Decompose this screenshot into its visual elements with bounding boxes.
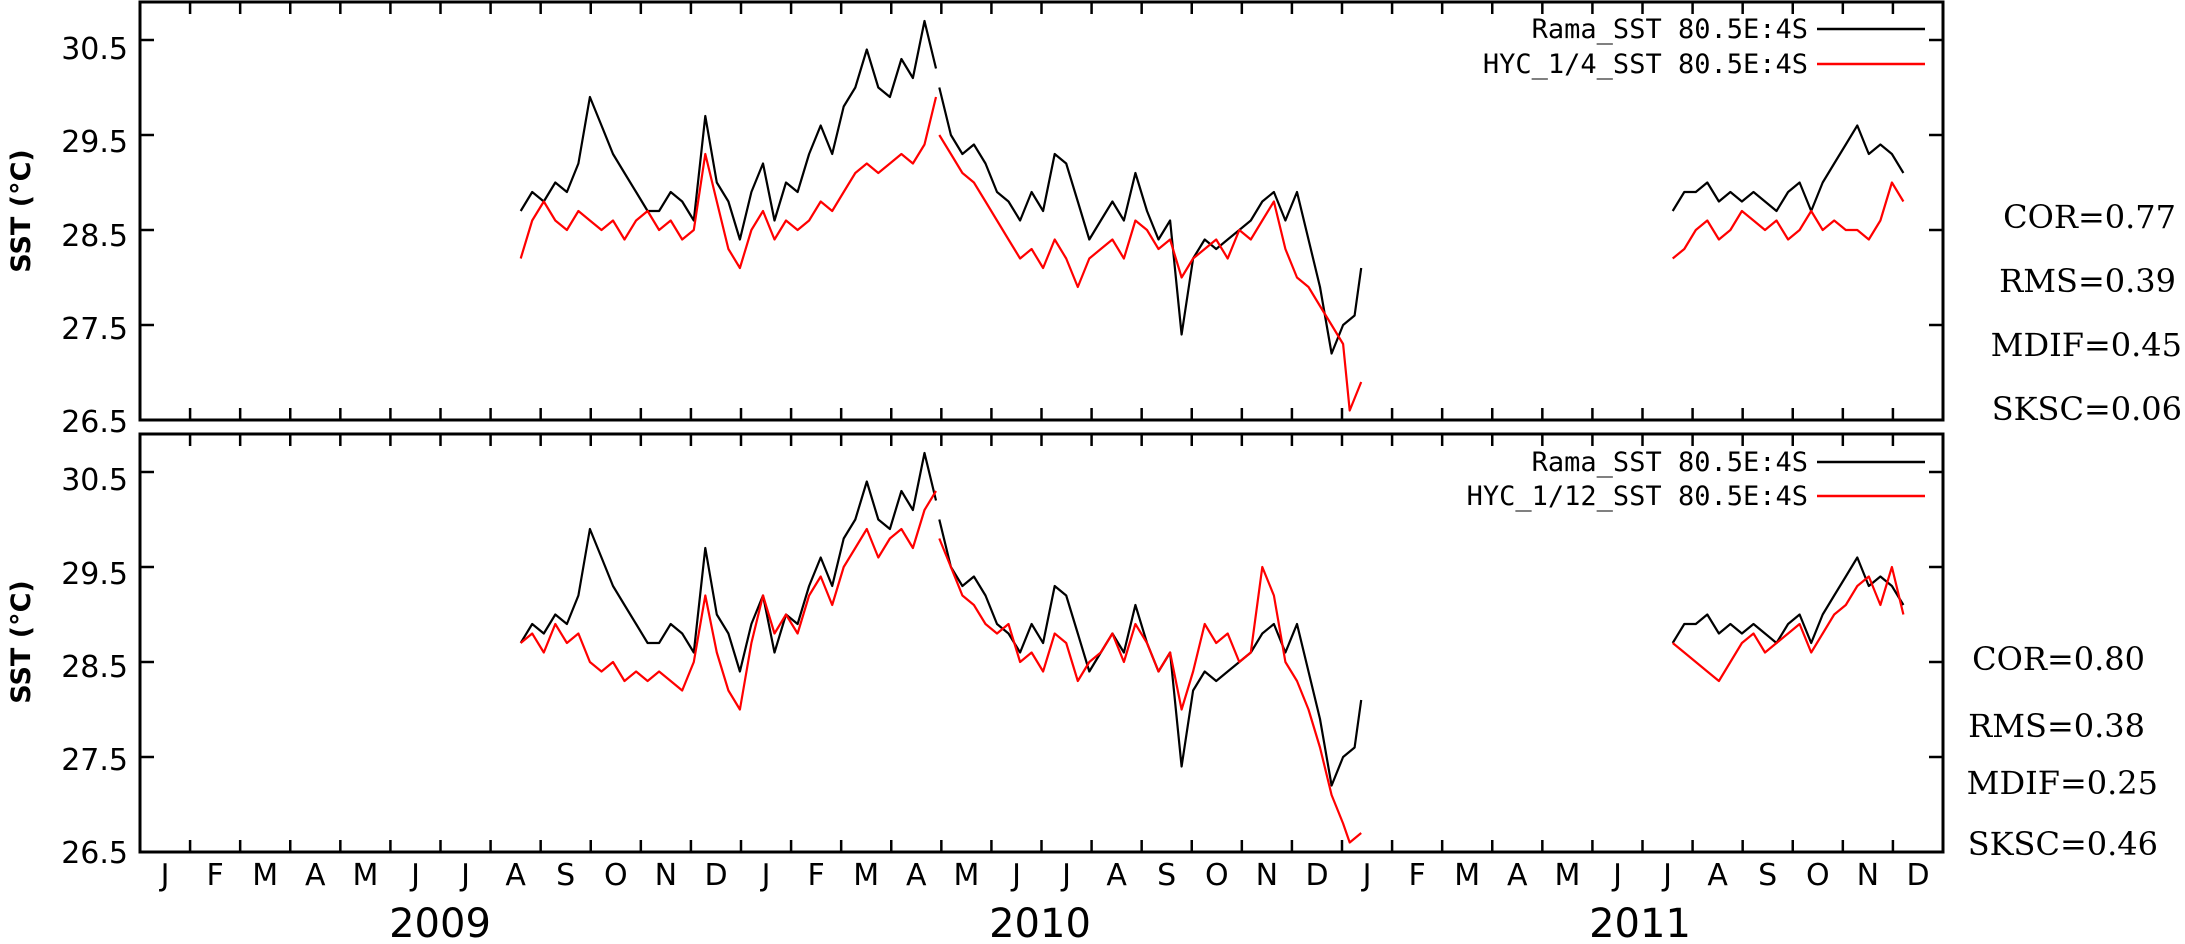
y-tick-label: 26.5: [61, 836, 128, 871]
month-tick-label: D: [704, 858, 727, 893]
year-label-2009: 2009: [389, 901, 491, 944]
panel-bottom: 30.5 29.5 28.5 27.5 26.5 SST (°C) Rama_S…: [6, 432, 2158, 871]
month-tick-label: A: [1707, 858, 1728, 893]
y-axis-label: SST (°C): [6, 580, 37, 704]
legend-label-rama: Rama_SST 80.5E:4S: [1532, 14, 1808, 45]
stat-rms: RMS=0.38: [1968, 707, 2145, 745]
month-tick-label: D: [1906, 858, 1929, 893]
month-tick-label: D: [1305, 858, 1328, 893]
stats-top: COR=0.77 RMS=0.39 MDIF=0.45 SKSC=0.06: [1991, 198, 2182, 428]
y-tick-label: 27.5: [61, 743, 128, 778]
month-tick-label: J: [760, 858, 771, 893]
month-tick-label: S: [1157, 858, 1176, 893]
month-tick-label: A: [906, 858, 927, 893]
legend-bottom: Rama_SST 80.5E:4S HYC_1/12_SST 80.5E:4S: [1467, 447, 1925, 512]
y-tick-label: 28.5: [61, 650, 128, 685]
stat-mdif: MDIF=0.45: [1991, 326, 2182, 364]
y-tick-label: 26.5: [61, 405, 128, 440]
month-tick-label: M: [252, 858, 278, 893]
month-tick-label: O: [604, 858, 628, 893]
month-tick-label: A: [505, 858, 526, 893]
y-tick-label: 28.5: [61, 219, 128, 254]
series-line-rama: [519, 19, 1905, 355]
y-tick-label: 27.5: [61, 312, 128, 347]
stat-sksc: SKSC=0.06: [1992, 390, 2182, 428]
month-tick-label: F: [807, 858, 824, 893]
month-tick-label: J: [459, 858, 470, 893]
month-tick-label: O: [1205, 858, 1229, 893]
month-tick-label: J: [1661, 858, 1672, 893]
stat-mdif: MDIF=0.25: [1967, 764, 2158, 802]
series-line-hycom-twelfth: [519, 490, 1905, 844]
month-tick-label: A: [1507, 858, 1528, 893]
month-tick-label: J: [1611, 858, 1622, 893]
month-tick-label: N: [1256, 858, 1278, 893]
axis-ticks-top: [138, 2, 1945, 422]
legend-label-rama: Rama_SST 80.5E:4S: [1532, 447, 1808, 478]
month-tick-label: J: [159, 858, 170, 893]
month-tick-label: O: [1806, 858, 1830, 893]
month-tick-label: J: [409, 858, 420, 893]
stat-cor: COR=0.80: [1972, 640, 2145, 678]
legend-label-hycom: HYC_1/4_SST 80.5E:4S: [1483, 49, 1808, 80]
month-tick-label: A: [305, 858, 326, 893]
month-tick-label: J: [1010, 858, 1021, 893]
month-tick-label: S: [1758, 858, 1777, 893]
stat-rms: RMS=0.39: [1999, 262, 2176, 300]
y-tick-label: 30.5: [61, 463, 128, 498]
y-tick-label: 30.5: [61, 32, 128, 67]
month-tick-label: N: [655, 858, 677, 893]
stats-bottom: COR=0.80 RMS=0.38 MDIF=0.25 SKSC=0.46: [1967, 640, 2158, 863]
month-tick-label: M: [1554, 858, 1580, 893]
month-tick-label: J: [1361, 858, 1372, 893]
month-tick-label: F: [1408, 858, 1425, 893]
y-tick-label: 29.5: [61, 125, 128, 160]
legend-top: Rama_SST 80.5E:4S HYC_1/4_SST 80.5E:4S: [1483, 14, 1925, 80]
series-line-hycom-quarter: [519, 96, 1905, 412]
month-tick-label: S: [556, 858, 575, 893]
year-label-2010: 2010: [989, 901, 1091, 944]
month-tick-label: F: [206, 858, 223, 893]
panel-top: 30.5 29.5 28.5 27.5 26.5 SST (°C) Rama_S…: [6, 0, 2182, 440]
year-label-2011: 2011: [1589, 901, 1691, 944]
month-tick-label: M: [1454, 858, 1480, 893]
month-tick-label: M: [352, 858, 378, 893]
month-tick-label: A: [1106, 858, 1127, 893]
month-tick-label: M: [953, 858, 979, 893]
axis-ticks-bottom: [138, 434, 1945, 854]
month-tick-label: N: [1857, 858, 1879, 893]
y-axis-label: SST (°C): [6, 149, 37, 273]
stat-cor: COR=0.77: [2003, 198, 2176, 236]
y-tick-label: 29.5: [61, 557, 128, 592]
month-tick-label: J: [1060, 858, 1071, 893]
stat-sksc: SKSC=0.46: [1968, 825, 2158, 863]
legend-label-hycom: HYC_1/12_SST 80.5E:4S: [1467, 481, 1808, 512]
month-tick-label: M: [853, 858, 879, 893]
